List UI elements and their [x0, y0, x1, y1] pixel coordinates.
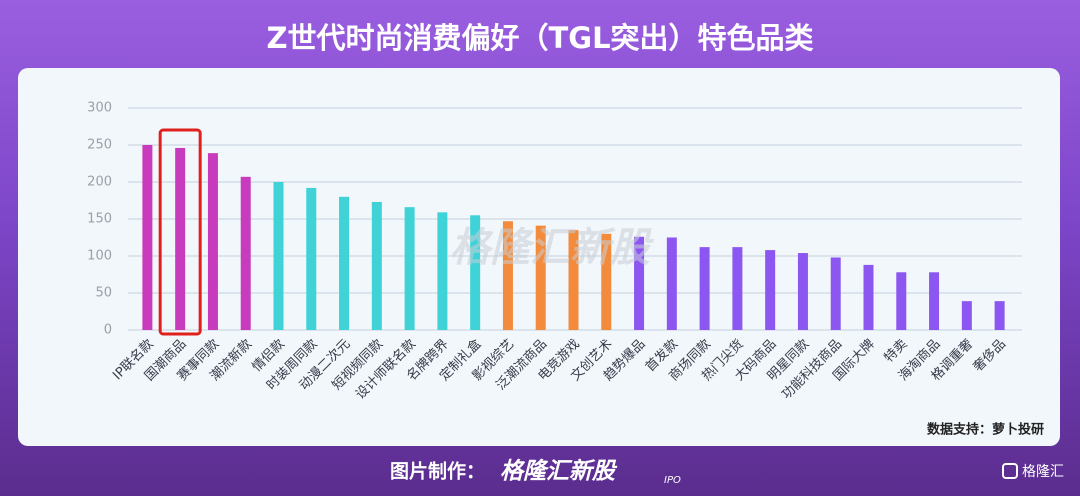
y-tick-label: 200 [87, 175, 112, 190]
bar [437, 212, 448, 330]
y-tick-label: 250 [87, 138, 112, 153]
bar [404, 207, 415, 330]
bar [339, 196, 350, 330]
footer-label: 图片制作： [390, 460, 485, 483]
bar [929, 272, 940, 330]
bar [797, 253, 808, 330]
footer-ipo: IPO [664, 475, 681, 486]
bar [240, 176, 251, 330]
y-tick-label: 100 [87, 249, 112, 264]
y-tick-label: 150 [87, 212, 112, 227]
bar [830, 257, 841, 330]
bar [634, 236, 645, 330]
footer-brand: 格隆汇新股 [500, 459, 618, 485]
logo-icon [1002, 463, 1018, 479]
bar [142, 145, 153, 330]
bar [601, 233, 612, 330]
bar [175, 147, 186, 330]
bar [502, 221, 513, 330]
source: 数据支持：萝卜投研 [927, 422, 1044, 438]
y-tick-label: 300 [87, 101, 112, 116]
bar [732, 247, 743, 330]
watermark: 格隆汇新股 [450, 225, 654, 271]
bar [666, 237, 677, 330]
y-tick-label: 0 [104, 323, 112, 338]
bar [306, 187, 317, 330]
bar [699, 247, 710, 330]
bar [273, 182, 284, 330]
bar [371, 201, 382, 330]
bar [470, 215, 481, 330]
chart-title: Z世代时尚消费偏好（TGL突出）特色品类 [266, 21, 813, 55]
bar [207, 153, 218, 330]
bar [896, 272, 907, 330]
y-tick-label: 50 [95, 286, 112, 301]
bar [961, 301, 972, 330]
highlight-box [158, 128, 202, 336]
footer-logo: 格隆汇 [1022, 464, 1064, 480]
bar [994, 301, 1005, 330]
bar [863, 264, 874, 330]
bar [765, 250, 776, 330]
bar [568, 230, 579, 330]
bar [535, 225, 546, 330]
